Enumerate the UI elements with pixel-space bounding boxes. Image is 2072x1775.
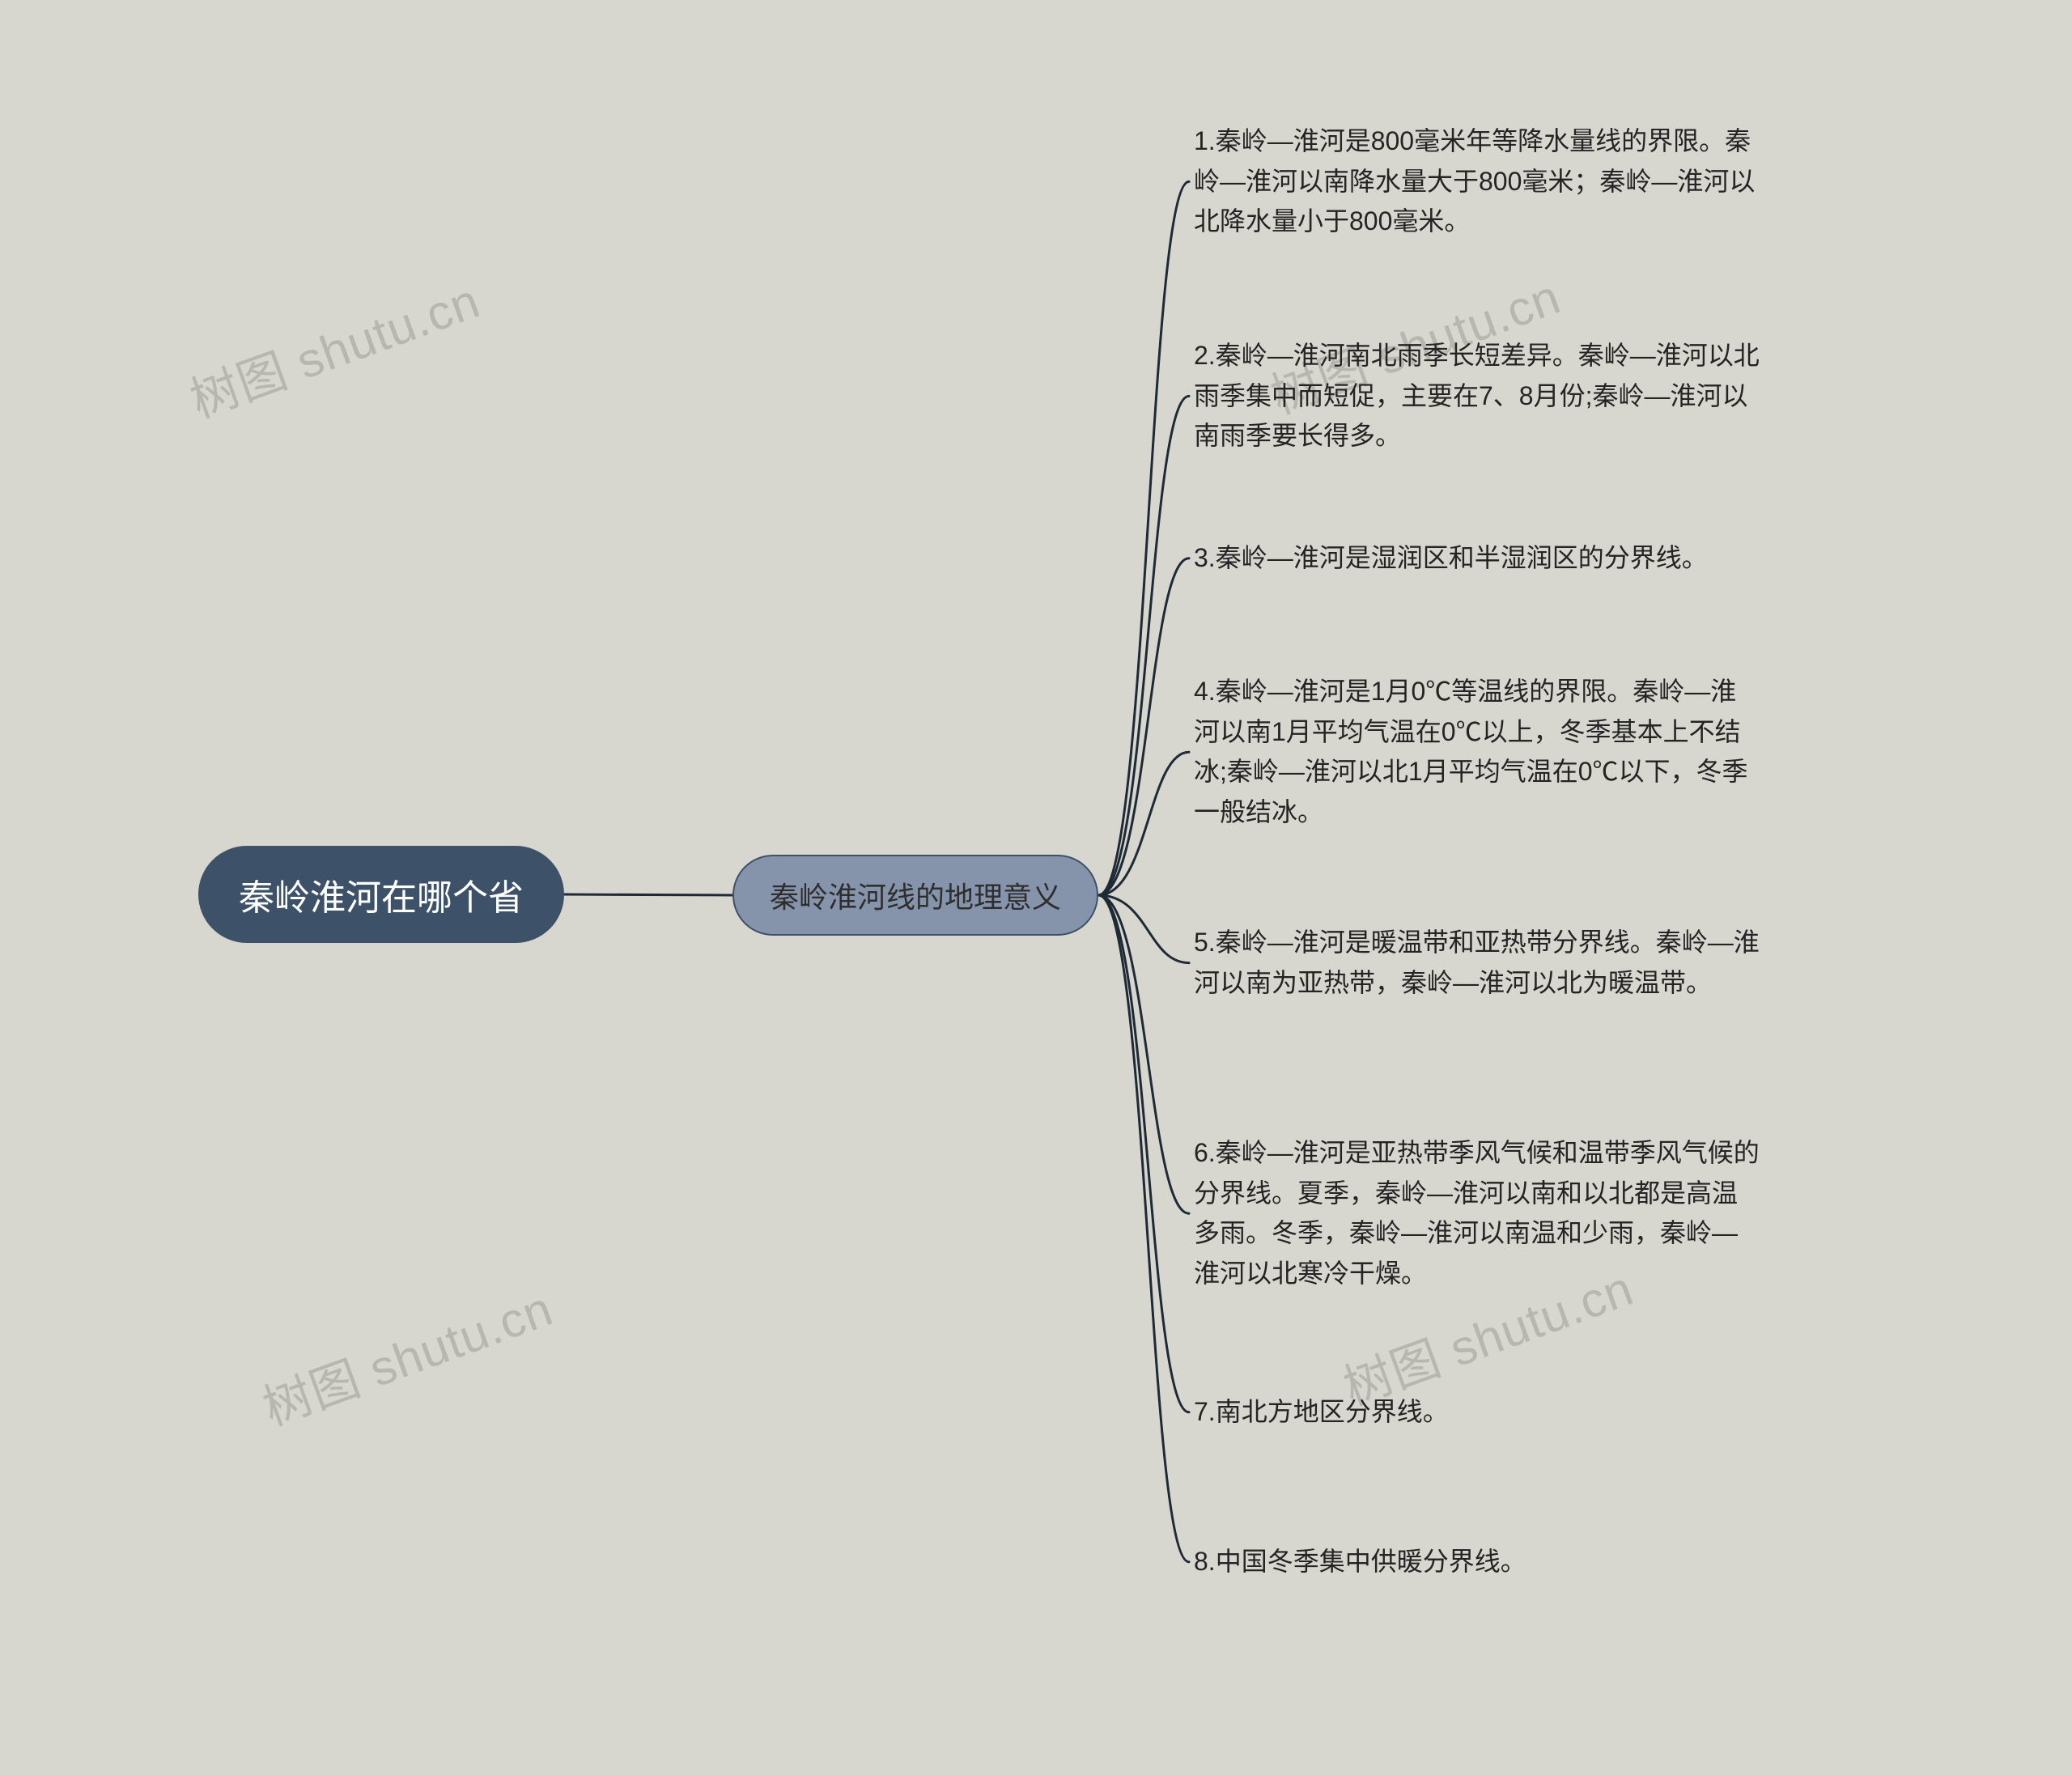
leaf-node-8[interactable]: 8.中国冬季集中供暖分界线。 (1194, 1542, 1526, 1582)
root-label: 秦岭淮河在哪个省 (239, 868, 524, 920)
leaf-node-4[interactable]: 4.秦岭—淮河是1月0℃等温线的界限。秦岭—淮河以南1月平均气温在0℃以上，冬季… (1194, 672, 1760, 832)
leaf-node-1[interactable]: 1.秦岭—淮河是800毫米年等降水量线的界限。秦岭—淮河以南降水量大于800毫米… (1194, 121, 1760, 242)
leaf-label: 8.中国冬季集中供暖分界线。 (1194, 1542, 1526, 1582)
leaf-label: 3.秦岭—淮河是湿润区和半湿润区的分界线。 (1194, 538, 1708, 579)
leaf-label: 1.秦岭—淮河是800毫米年等降水量线的界限。秦岭—淮河以南降水量大于800毫米… (1194, 121, 1760, 242)
leaf-node-7[interactable]: 7.南北方地区分界线。 (1194, 1392, 1449, 1433)
watermark-1: 树图 shutu.cn (179, 262, 488, 432)
leaf-node-3[interactable]: 3.秦岭—淮河是湿润区和半湿润区的分界线。 (1194, 538, 1708, 579)
mindmap-canvas: 树图 shutu.cn 树图 shutu.cn 树图 shutu.cn 树图 s… (0, 0, 2072, 1775)
leaf-label: 2.秦岭—淮河南北雨季长短差异。秦岭—淮河以北雨季集中而短促，主要在7、8月份;… (1194, 336, 1760, 456)
leaf-node-5[interactable]: 5.秦岭—淮河是暖温带和亚热带分界线。秦岭—淮河以南为亚热带，秦岭—淮河以北为暖… (1194, 923, 1760, 1003)
leaf-node-2[interactable]: 2.秦岭—淮河南北雨季长短差异。秦岭—淮河以北雨季集中而短促，主要在7、8月份;… (1194, 336, 1760, 456)
watermark-3: 树图 shutu.cn (252, 1270, 561, 1440)
leaf-node-6[interactable]: 6.秦岭—淮河是亚热带季风气候和温带季风气候的分界线。夏季，秦岭—淮河以南和以北… (1194, 1133, 1760, 1293)
root-node[interactable]: 秦岭淮河在哪个省 (198, 846, 564, 943)
leaf-label: 6.秦岭—淮河是亚热带季风气候和温带季风气候的分界线。夏季，秦岭—淮河以南和以北… (1194, 1133, 1760, 1293)
leaf-label: 7.南北方地区分界线。 (1194, 1392, 1449, 1433)
level1-label: 秦岭淮河线的地理意义 (770, 874, 1061, 916)
leaf-label: 5.秦岭—淮河是暖温带和亚热带分界线。秦岭—淮河以南为亚热带，秦岭—淮河以北为暖… (1194, 923, 1760, 1003)
level1-node[interactable]: 秦岭淮河线的地理意义 (732, 855, 1098, 936)
leaf-label: 4.秦岭—淮河是1月0℃等温线的界限。秦岭—淮河以南1月平均气温在0℃以上，冬季… (1194, 672, 1760, 832)
